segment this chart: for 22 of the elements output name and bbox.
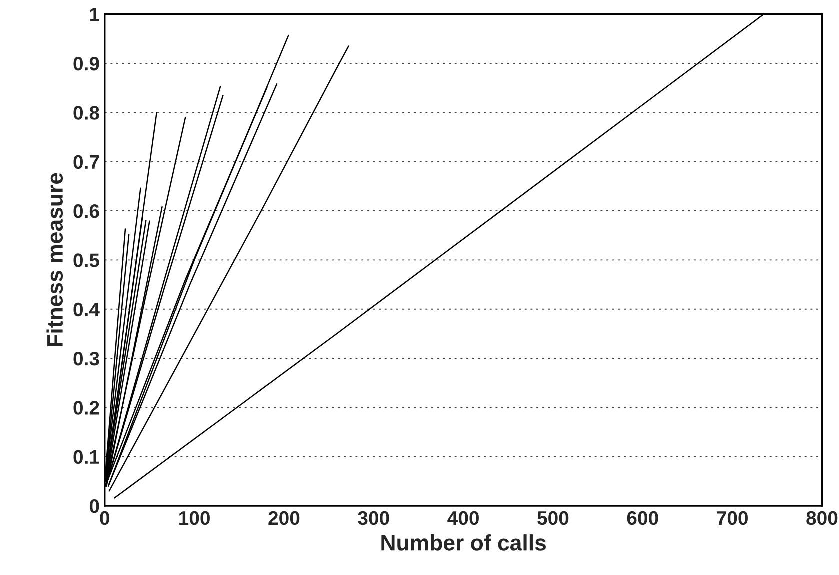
y-tick-label: 0.1 — [74, 450, 100, 464]
y-tick-label: 0 — [90, 499, 100, 514]
y-tick-label: 0.2 — [74, 401, 100, 415]
x-tick-label: 700 — [717, 511, 748, 526]
y-tick-label: 0.3 — [74, 352, 100, 366]
y-tick-label: 0.5 — [74, 254, 100, 268]
x-tick-label: 200 — [268, 511, 300, 526]
x-tick-label: 0 — [100, 511, 110, 526]
x-tick-label: 300 — [358, 511, 390, 526]
y-tick-label: 0.8 — [74, 106, 100, 120]
x-tick-label: 600 — [627, 511, 658, 526]
y-tick-label: 0.7 — [74, 155, 100, 170]
y-tick-label: 0.6 — [74, 204, 100, 218]
x-tick-label: 400 — [448, 511, 479, 526]
x-axis-title: Number of calls — [382, 534, 546, 551]
x-tick-label: 100 — [180, 511, 210, 526]
y-tick-label: 0.4 — [74, 302, 100, 317]
x-tick-label: 500 — [538, 511, 569, 526]
y-axis-title: Fitness measure — [46, 173, 64, 346]
y-tick-label: 1 — [90, 8, 100, 22]
y-tick-label: 0.9 — [74, 57, 100, 71]
x-tick-label: 800 — [806, 511, 838, 526]
